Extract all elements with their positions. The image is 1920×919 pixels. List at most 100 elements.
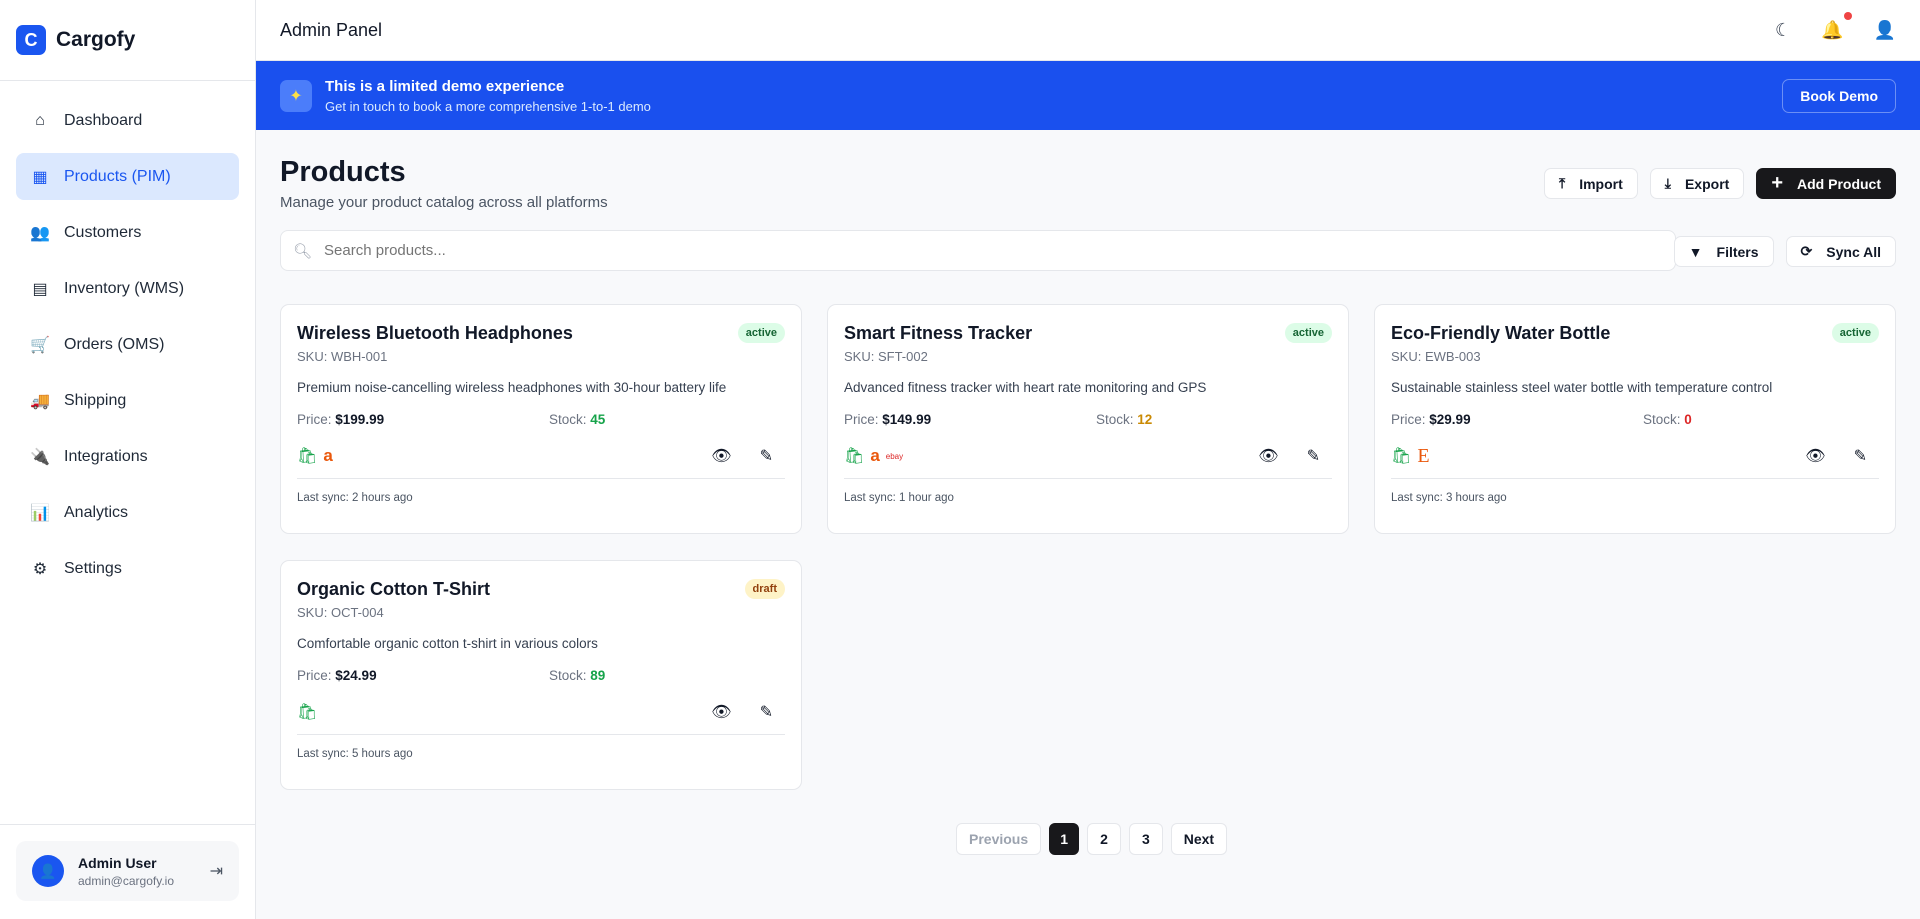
sparkles-icon: ✦ <box>280 79 312 112</box>
page-title: Products <box>280 156 406 188</box>
sidebar: C Cargofy ⌂ Dashboard ▦ Products (PIM) 👥 Cust… <box>0 0 256 919</box>
price: Price: $149.99 <box>844 412 1096 427</box>
sidebar-item-analytics[interactable]: 📊 Analytics <box>16 489 239 536</box>
stock-value: 12 <box>1137 412 1153 427</box>
sidebar-item-integrations[interactable]: 🔌 Integrations <box>16 433 239 480</box>
stock-label: Stock: <box>1096 412 1134 427</box>
edit-icon[interactable]: ✎ <box>1306 448 1320 465</box>
previous-button[interactable]: Previous <box>956 823 1042 855</box>
chart-icon: 📊 <box>30 504 50 522</box>
filter-icon: ▼ <box>1688 243 1703 260</box>
sync-all-button[interactable]: ⟳ Sync All <box>1785 236 1896 267</box>
banner-title: This is a limited demo experience <box>325 77 565 95</box>
avatar[interactable]: 👤 <box>32 855 64 887</box>
pagination: Previous 1 2 3 Next <box>956 823 1228 855</box>
price-value: $29.99 <box>1429 412 1471 427</box>
sync-all-label: Sync All <box>1826 243 1881 260</box>
filters-label: Filters <box>1716 243 1759 260</box>
filters-button[interactable]: ▼ Filters <box>1673 236 1774 267</box>
stock: Stock: 12 <box>1096 412 1152 427</box>
sidebar-item-inventory-wms[interactable]: ▤ Inventory (WMS) <box>16 265 239 312</box>
plus-icon: + <box>1771 172 1783 194</box>
divider <box>0 824 256 825</box>
stock-label: Stock: <box>1643 412 1681 427</box>
edit-icon[interactable]: ✎ <box>1853 448 1867 465</box>
sidebar-item-dashboard[interactable]: ⌂ Dashboard <box>16 97 239 144</box>
divider <box>1391 478 1879 479</box>
page-2-button[interactable]: 2 <box>1087 823 1121 855</box>
last-sync: Last sync: 3 hours ago <box>1391 492 1507 504</box>
price-value: $199.99 <box>335 412 385 427</box>
user-icon[interactable]: 👤 <box>1873 19 1896 40</box>
export-label: Export <box>1684 175 1730 192</box>
sidebar-item-settings[interactable]: ⚙ Settings <box>16 545 239 592</box>
price-label: Price: <box>1391 412 1426 427</box>
platforms: 🛍 👁 ✎ <box>297 702 785 722</box>
plug-icon: 🔌 <box>30 448 50 466</box>
next-button[interactable]: Next <box>1170 823 1228 855</box>
add-product-label: Add Product <box>1797 175 1881 192</box>
product-description: Premium noise-cancelling wireless headph… <box>297 380 727 395</box>
sidebar-item-label: Dashboard <box>64 111 143 129</box>
edit-icon[interactable]: ✎ <box>759 704 773 721</box>
edit-icon[interactable]: ✎ <box>759 448 773 465</box>
divider <box>297 478 785 479</box>
amazon-icon: a <box>870 446 880 465</box>
status-badge: draft <box>744 579 785 599</box>
last-sync: Last sync: 5 hours ago <box>297 748 413 760</box>
sidebar-item-customers[interactable]: 👥 Customers <box>16 209 239 256</box>
eye-icon[interactable]: 👁 <box>711 704 732 721</box>
moon-icon[interactable]: ☾ <box>1775 19 1792 40</box>
price-label: Price: <box>297 412 332 427</box>
eye-icon[interactable]: 👁 <box>1805 448 1826 465</box>
price-value: $24.99 <box>335 668 377 683</box>
stock-label: Stock: <box>549 412 587 427</box>
top-header: Admin Panel ☾ 🔔 👤 <box>256 0 1920 61</box>
price: Price: $24.99 <box>297 668 549 683</box>
sidebar-item-label: Shipping <box>64 391 127 409</box>
product-name[interactable]: Eco-Friendly Water Bottle <box>1391 323 1611 343</box>
brand[interactable]: C Cargofy <box>0 0 255 81</box>
divider <box>844 478 1332 479</box>
eye-icon[interactable]: 👁 <box>711 448 732 465</box>
truck-icon: 🚚 <box>30 392 50 410</box>
price-label: Price: <box>844 412 879 427</box>
shopify-icon: 🛍 <box>844 448 865 465</box>
status-badge: active <box>737 323 785 343</box>
page-1-button[interactable]: 1 <box>1049 823 1080 855</box>
stock-label: Stock: <box>549 668 587 683</box>
export-button[interactable]: ⤓ Export <box>1649 168 1745 199</box>
sidebar-item-shipping[interactable]: 🚚 Shipping <box>16 377 239 424</box>
eye-icon[interactable]: 👁 <box>1258 448 1279 465</box>
sidebar-item-products-pim[interactable]: ▦ Products (PIM) <box>16 153 239 200</box>
import-label: Import <box>1579 175 1623 192</box>
product-name[interactable]: Wireless Bluetooth Headphones <box>297 323 573 343</box>
search-box[interactable]: 🔍︎ <box>280 230 1676 271</box>
import-button[interactable]: ⤒ Import <box>1544 168 1638 199</box>
price: Price: $29.99 <box>1391 412 1643 427</box>
notification-dot <box>1843 11 1852 20</box>
etsy-icon: E <box>1417 444 1430 467</box>
logout-icon[interactable]: ⇥ <box>209 863 223 880</box>
upload-icon: ⤒ <box>1559 175 1566 191</box>
product-description: Advanced fitness tracker with heart rate… <box>844 380 1207 395</box>
status-badge: active <box>1284 323 1332 343</box>
shopify-icon: 🛍 <box>1391 448 1412 465</box>
sidebar-item-orders-oms[interactable]: 🛒 Orders (OMS) <box>16 321 239 368</box>
book-demo-button[interactable]: Book Demo <box>1782 78 1896 113</box>
download-icon: ⤓ <box>1664 175 1671 191</box>
add-product-button[interactable]: + Add Product <box>1756 168 1896 199</box>
product-name[interactable]: Smart Fitness Tracker <box>844 323 1033 343</box>
page-3-button[interactable]: 3 <box>1128 823 1163 855</box>
search-input[interactable] <box>324 242 1675 259</box>
product-grid: Wireless Bluetooth Headphones active SKU… <box>280 304 1896 790</box>
stock-value: 89 <box>590 668 606 683</box>
banner-subtitle: Get in touch to book a more comprehensiv… <box>325 98 651 114</box>
last-sync: Last sync: 1 hour ago <box>844 492 954 504</box>
bell-icon[interactable]: 🔔 <box>1821 11 1852 41</box>
product-name[interactable]: Organic Cotton T-Shirt <box>297 579 490 599</box>
shopify-icon: 🛍 <box>297 448 318 465</box>
last-sync: Last sync: 2 hours ago <box>297 492 413 504</box>
sidebar-item-label: Orders (OMS) <box>64 335 165 353</box>
platforms: 🛍 a ebay 👁 ✎ <box>844 446 1332 466</box>
